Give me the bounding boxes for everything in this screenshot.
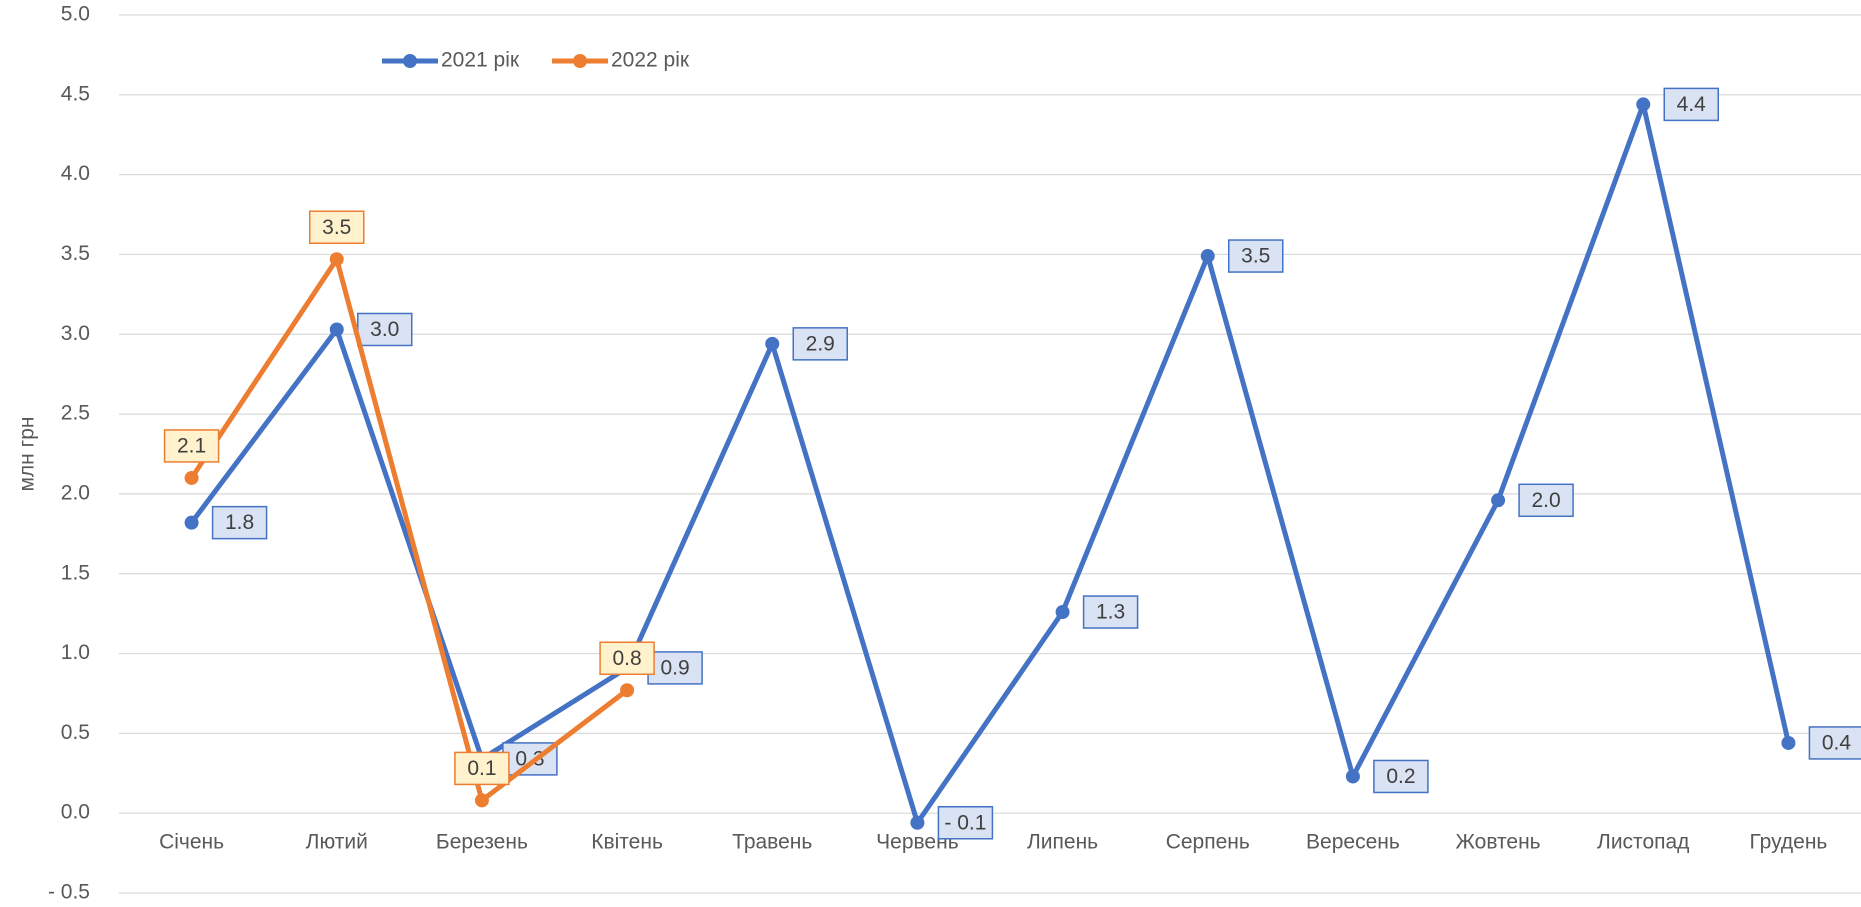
data-label-box (792, 327, 848, 361)
x-tick-label: Квітень (591, 831, 663, 854)
data-label: 1.8 (225, 511, 254, 534)
legend-label: 2022 рік (611, 49, 690, 72)
y-tick-label: 4.5 (61, 82, 90, 105)
series-line (189, 256, 629, 803)
y-tick-label: 3.5 (61, 242, 90, 265)
data-label: 1.3 (1096, 601, 1125, 624)
data-label: 3.5 (322, 216, 351, 239)
data-label-box (599, 641, 655, 676)
data-label: 0.8 (612, 647, 641, 670)
data-point (1636, 97, 1651, 112)
data-point (329, 322, 344, 337)
data-point (1781, 735, 1796, 750)
x-tick-label: Грудень (1749, 831, 1827, 854)
x-tick-label: Серпень (1166, 831, 1250, 854)
x-tick-label: Січень (159, 831, 224, 854)
legend-label: 2021 рік (441, 49, 520, 72)
data-point (474, 793, 489, 808)
y-tick-label: 0.5 (61, 721, 90, 744)
data-label-box (1808, 726, 1861, 760)
data-label-box (937, 806, 994, 840)
data-point (765, 336, 780, 351)
data-label-box (1663, 87, 1719, 122)
y-axis-label: млн грн (16, 416, 39, 491)
y-tick-label: 5.0 (61, 3, 90, 26)
legend-marker (403, 54, 417, 68)
x-tick-label: Вересень (1306, 831, 1400, 854)
x-tick-label: Березень (436, 831, 528, 854)
data-label: 0.2 (1386, 765, 1415, 788)
data-point (620, 683, 635, 698)
data-label: 2.0 (1531, 489, 1560, 512)
data-label: - 0.1 (944, 811, 986, 834)
data-label: 0.9 (660, 656, 689, 679)
data-point (184, 515, 199, 530)
data-label-box (454, 751, 510, 786)
data-label: 2.9 (806, 332, 835, 355)
data-point (1055, 605, 1070, 620)
y-tick-label: 2.0 (61, 481, 90, 504)
data-label: 0.1 (467, 757, 496, 780)
y-tick-label: 4.0 (61, 162, 90, 185)
data-label: 0.4 (1822, 731, 1852, 754)
y-tick-label: 0.0 (61, 801, 90, 824)
y-tick-label: 1.0 (61, 641, 90, 664)
data-label: 2.1 (177, 434, 206, 457)
data-point (329, 252, 344, 267)
y-tick-label: 1.5 (61, 561, 90, 584)
data-point (1345, 769, 1360, 784)
y-tick-label: - 0.5 (48, 881, 90, 904)
data-label: 3.0 (370, 318, 399, 341)
data-point (910, 815, 925, 830)
data-label-box (309, 210, 365, 244)
x-tick-label: Травень (732, 831, 812, 854)
data-point (1200, 249, 1215, 264)
data-label: 0.3 (515, 747, 544, 770)
x-tick-label: Листопад (1597, 831, 1689, 854)
y-tick-label: 2.5 (61, 402, 90, 425)
series-line (189, 101, 1791, 826)
x-tick-label: Жовтень (1456, 831, 1541, 854)
data-label-box (1373, 759, 1429, 794)
data-point (184, 470, 199, 485)
x-tick-label: Лютий (306, 831, 368, 854)
legend-marker (573, 54, 587, 68)
y-tick-label: 3.0 (61, 322, 90, 345)
data-label-box (163, 429, 220, 463)
data-label-box (1518, 483, 1574, 518)
x-tick-label: Липень (1027, 831, 1098, 854)
data-point (1491, 493, 1506, 508)
data-label: 3.5 (1241, 245, 1270, 268)
data-label: 4.4 (1677, 93, 1707, 116)
data-label-box (1228, 239, 1284, 273)
data-label-box (357, 312, 413, 347)
data-label-box (211, 505, 268, 540)
data-label-box (1082, 595, 1139, 629)
